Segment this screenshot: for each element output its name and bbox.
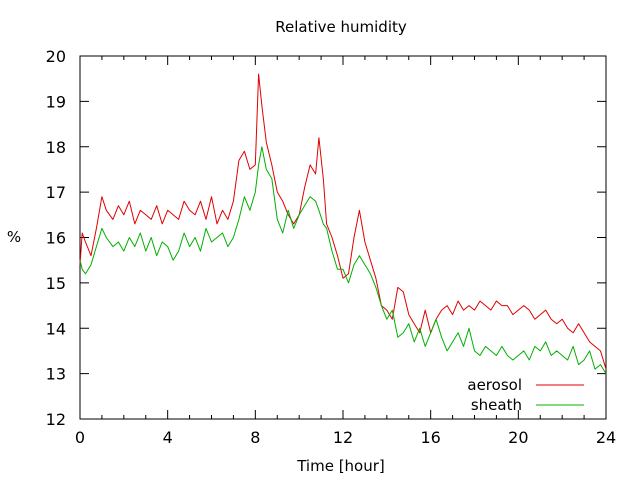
plot-frame (79, 55, 607, 420)
x-tick-label: 8 (250, 428, 260, 447)
y-tick-label: 19 (46, 92, 66, 111)
legend-label-sheath: sheath (471, 396, 522, 414)
plot-border (79, 55, 607, 420)
y-tick-label: 12 (46, 410, 66, 429)
x-axis-title: Time [hour] (296, 457, 385, 475)
y-tick-label: 15 (46, 274, 66, 293)
y-axis: 12 13 14 15 16 17 18 19 20 (46, 47, 606, 429)
x-tick-label: 4 (163, 428, 173, 447)
x-tick-label: 20 (508, 428, 528, 447)
y-axis-title: % (7, 228, 21, 246)
y-tick-label: 17 (46, 183, 66, 202)
chart-title: Relative humidity (275, 18, 407, 36)
y-tick-label: 13 (46, 365, 66, 384)
y-tick-label: 14 (46, 319, 66, 338)
legend-label-aerosol: aerosol (467, 376, 522, 394)
x-axis: 0 4 8 12 16 20 24 (75, 56, 616, 447)
x-tick-label: 0 (75, 428, 85, 447)
legend: aerosol sheath (467, 376, 584, 414)
x-tick-label: 24 (596, 428, 616, 447)
y-tick-label: 16 (46, 229, 66, 248)
series-line-sheath (79, 146, 607, 374)
y-tick-label: 20 (46, 47, 66, 66)
x-tick-label: 12 (333, 428, 353, 447)
y-tick-label: 18 (46, 138, 66, 157)
x-tick-label: 16 (420, 428, 440, 447)
series-layer (79, 73, 607, 374)
series-line-aerosol (79, 73, 607, 370)
